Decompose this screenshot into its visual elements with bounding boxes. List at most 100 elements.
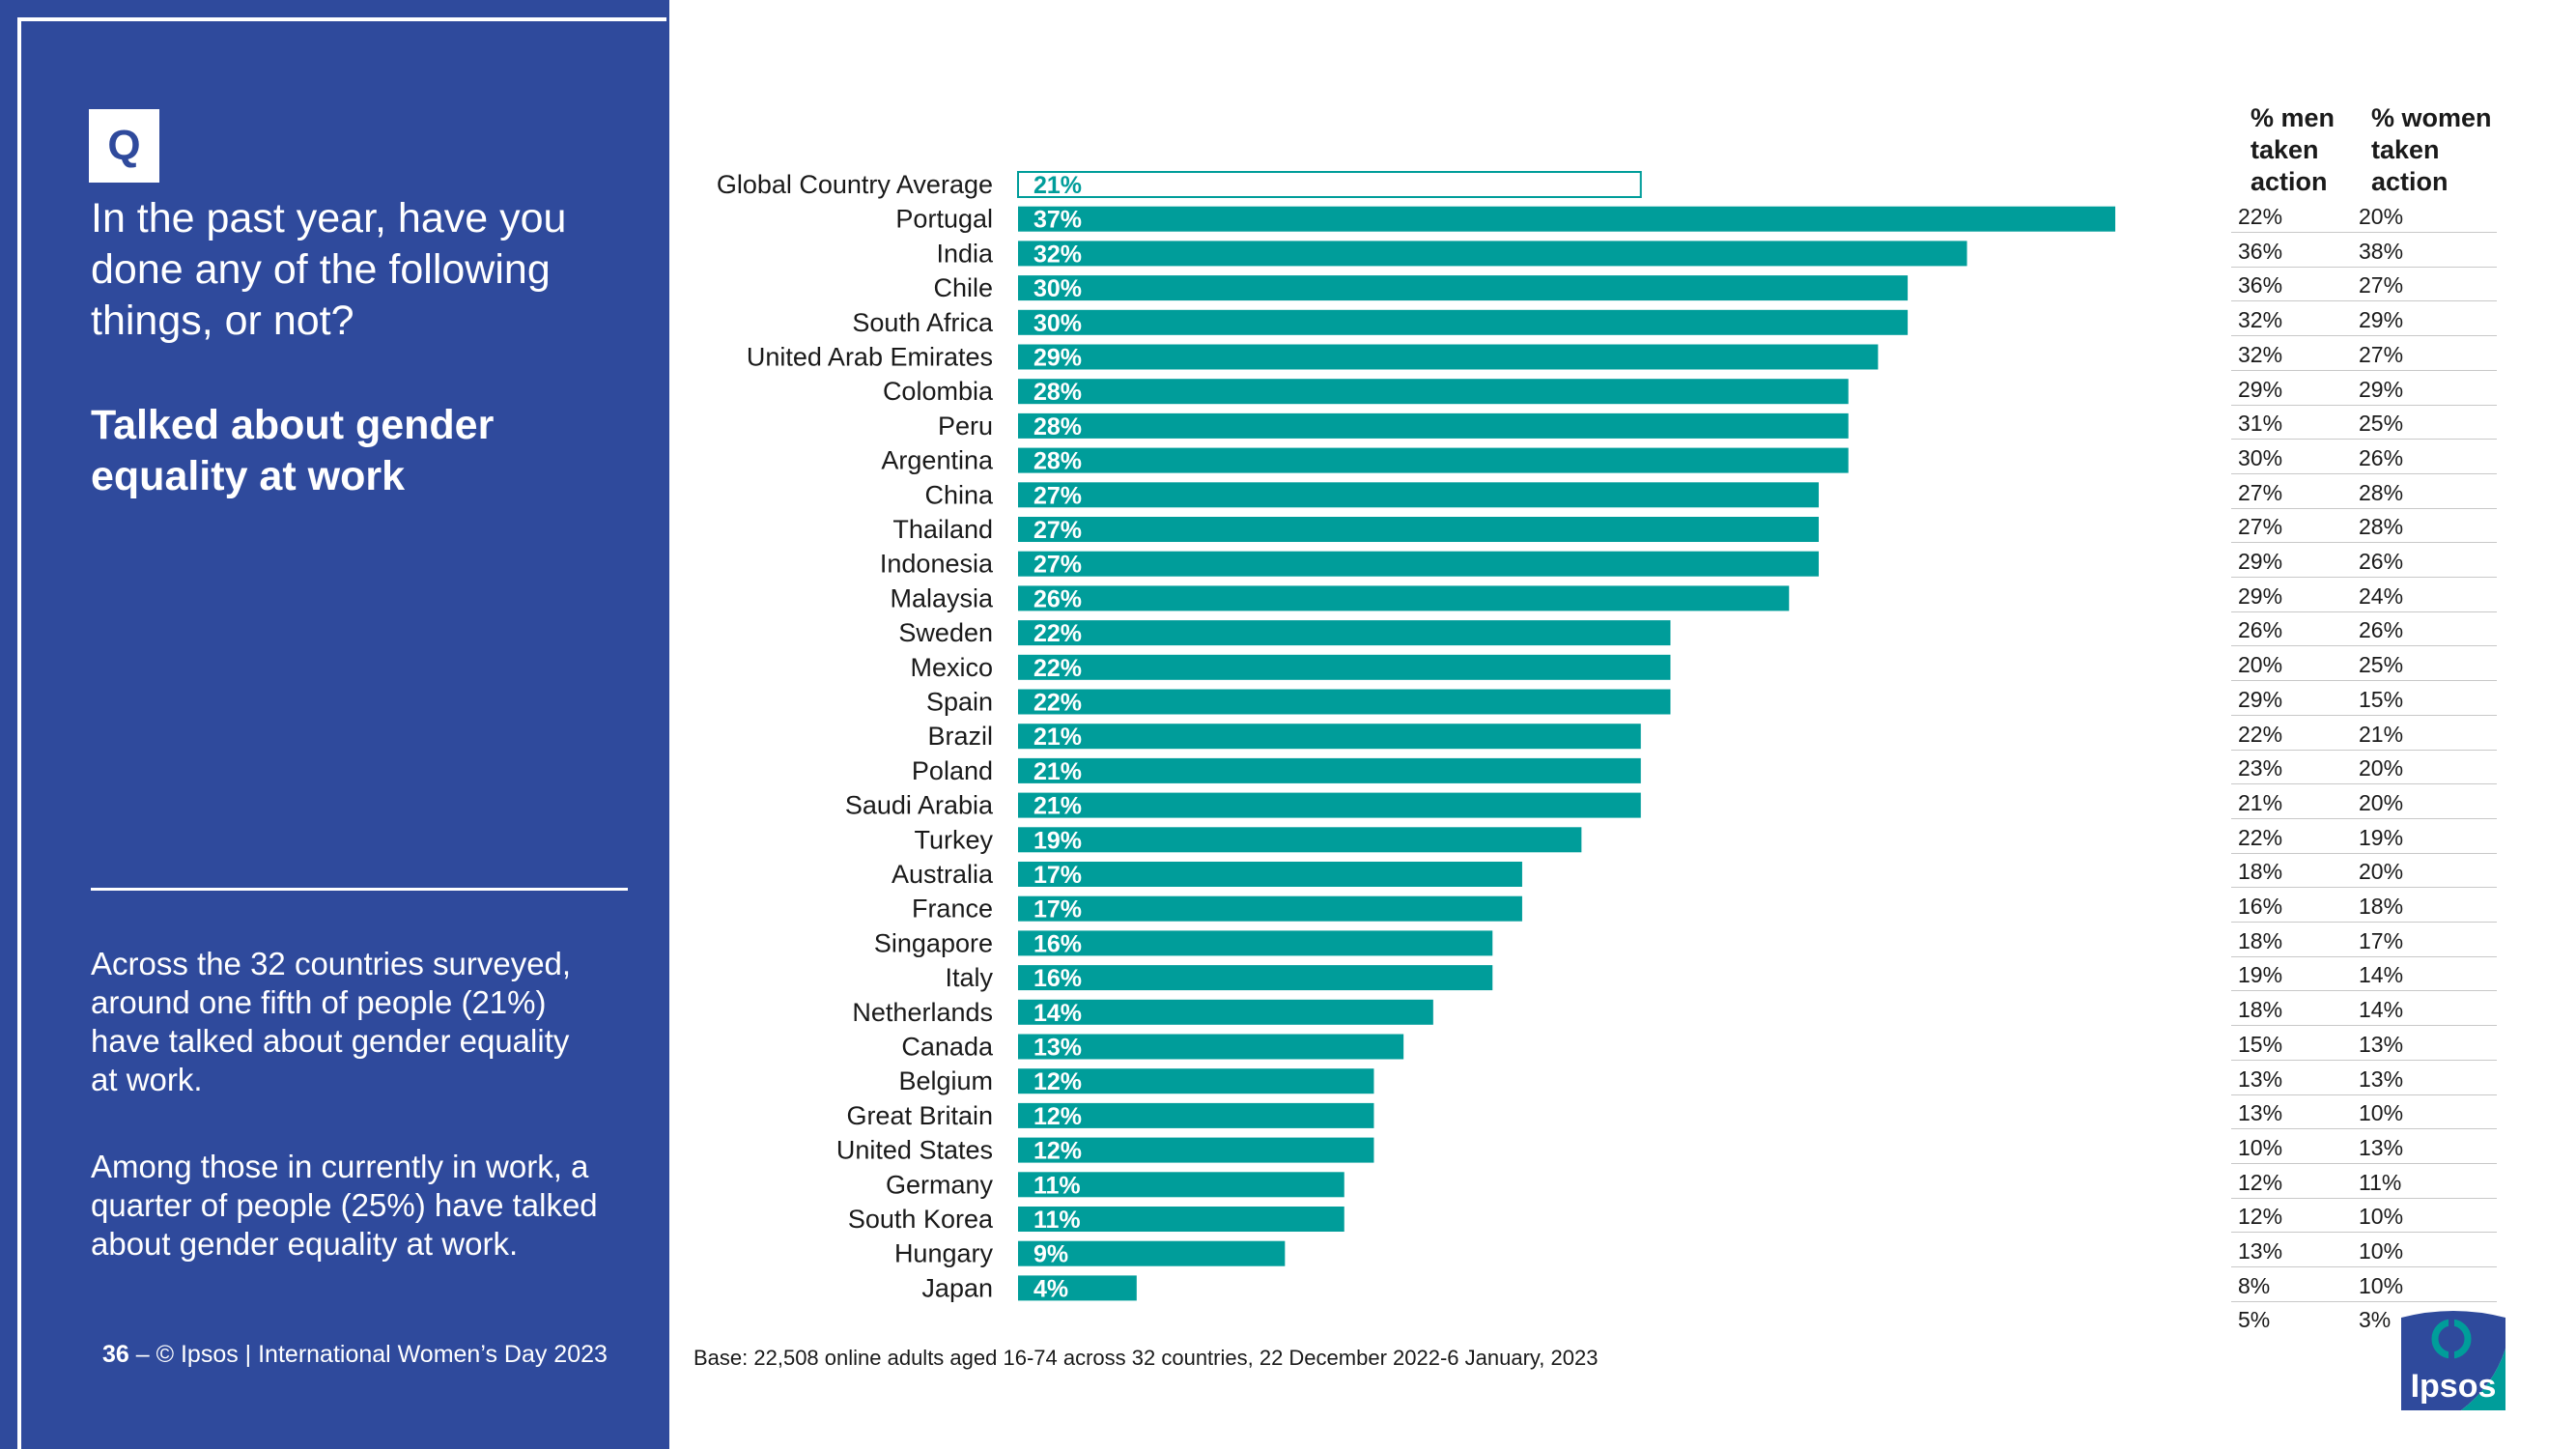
data-label: 11% [1033,1207,1081,1234]
bar-argentina [1018,447,1849,473]
summary-line: Among those in currently in work, a [91,1149,589,1184]
summary-line: about gender equality at work. [91,1226,519,1262]
question-line: In the past year, have you [91,195,567,242]
data-label: 21% [1033,793,1082,820]
women-value: 18% [2359,894,2404,919]
men-value: 21% [2238,789,2283,815]
page-number: 36 [102,1341,129,1368]
bar-poland [1018,757,1641,783]
data-label: 27% [1033,517,1082,544]
bar-united-states [1018,1137,1374,1163]
table-row: 8% 10% [2231,1268,2497,1302]
bar-japan [1018,1275,1137,1301]
women-value: 29% [2359,376,2404,402]
women-value: 21% [2359,721,2404,747]
women-value: 15% [2359,686,2404,712]
category-label: Italy [945,963,993,992]
women-value: 27% [2359,341,2404,367]
data-label: 4% [1033,1275,1068,1302]
table-row: 29% 24% [2231,579,2497,612]
women-value: 24% [2359,582,2404,609]
women-value: 17% [2359,927,2404,953]
logo-text: Ipsos [2411,1368,2497,1405]
data-label: 21% [1033,172,1082,199]
category-label: Thailand [892,515,993,544]
footer-copyright: © Ipsos | International Women’s Day 2023 [156,1341,608,1368]
men-value: 18% [2238,997,2283,1023]
bar-portugal [1018,206,2115,232]
summary-line: around one fifth of people (21%) [91,984,547,1020]
bar-united-arab-emirates [1018,344,1879,370]
bar-great-britain [1018,1102,1374,1128]
data-label: 9% [1033,1241,1068,1268]
table-row: 29% 26% [2231,544,2497,578]
category-label: Indonesia [880,550,994,579]
category-label: Hungary [894,1239,994,1268]
women-value: 20% [2359,789,2404,815]
women-value: 20% [2359,204,2404,229]
women-column-header: % women taken action [2371,102,2506,198]
data-label: 32% [1033,241,1082,268]
bar-australia [1018,862,1522,887]
category-label: South Korea [848,1205,994,1234]
category-label: Great Britain [846,1101,993,1130]
women-value: 13% [2359,1065,2404,1092]
men-value: 31% [2238,411,2283,437]
divider [91,888,628,891]
data-label: 22% [1033,655,1082,682]
bar-spain [1018,689,1671,715]
bar-south-africa [1018,309,1909,335]
topic-title: Talked about gender equality at work [91,400,632,502]
men-value: 36% [2238,272,2283,298]
table-row: 36% 27% [2231,268,2497,302]
data-label: 12% [1033,1068,1082,1095]
bar-indonesia [1018,551,1819,577]
men-value: 29% [2238,686,2283,712]
table-header: % men taken action % women taken action [2231,102,2506,199]
bar-singapore [1018,930,1493,956]
summary-line: have talked about gender equality [91,1023,570,1059]
men-value: 16% [2238,894,2283,919]
table-row: 12% 11% [2231,1165,2497,1199]
men-value: 22% [2238,824,2283,850]
men-value: 26% [2238,617,2283,643]
bar-sweden [1018,620,1671,646]
women-value: 25% [2359,652,2404,678]
category-label: South Africa [852,308,994,337]
men-value: 18% [2238,927,2283,953]
bar-colombia [1018,379,1849,405]
bar-netherlands [1018,999,1433,1025]
men-value: 29% [2238,549,2283,574]
data-label: 22% [1033,690,1082,717]
data-label: 27% [1033,482,1082,509]
men-value: 13% [2238,1100,2283,1126]
bar-turkey [1018,827,1582,853]
header-line: taken [2250,135,2319,164]
men-value: 18% [2238,859,2283,885]
header-line: % men [2250,103,2335,132]
category-label: Peru [938,412,993,440]
table-row: 27% 28% [2231,475,2497,509]
header-line: % women [2371,103,2492,132]
table-row: 20% 25% [2231,647,2497,682]
header-line: taken [2371,135,2440,164]
category-label: Global Country Average [717,170,993,199]
women-value: 11% [2359,1169,2402,1195]
women-value: 38% [2359,238,2404,264]
table-row: 29% 15% [2231,682,2497,716]
table-row: 13% 13% [2231,1062,2497,1095]
men-value: 13% [2238,1065,2283,1092]
category-label: Belgium [898,1066,993,1095]
bar-hungary [1018,1240,1286,1266]
data-label: 17% [1033,896,1082,923]
summary-line: at work. [91,1062,203,1097]
summary-paragraph-1: Across the 32 countries surveyed, around… [91,945,632,1099]
men-value: 22% [2238,721,2283,747]
men-value: 32% [2238,341,2283,367]
base-note: Base: 22,508 online adults aged 16-74 ac… [694,1346,1599,1370]
category-label: Australia [892,860,994,889]
bar-italy [1018,965,1493,991]
header-line: action [2250,167,2328,196]
table-row: 10% 13% [2231,1130,2497,1164]
category-label: Mexico [910,653,993,682]
